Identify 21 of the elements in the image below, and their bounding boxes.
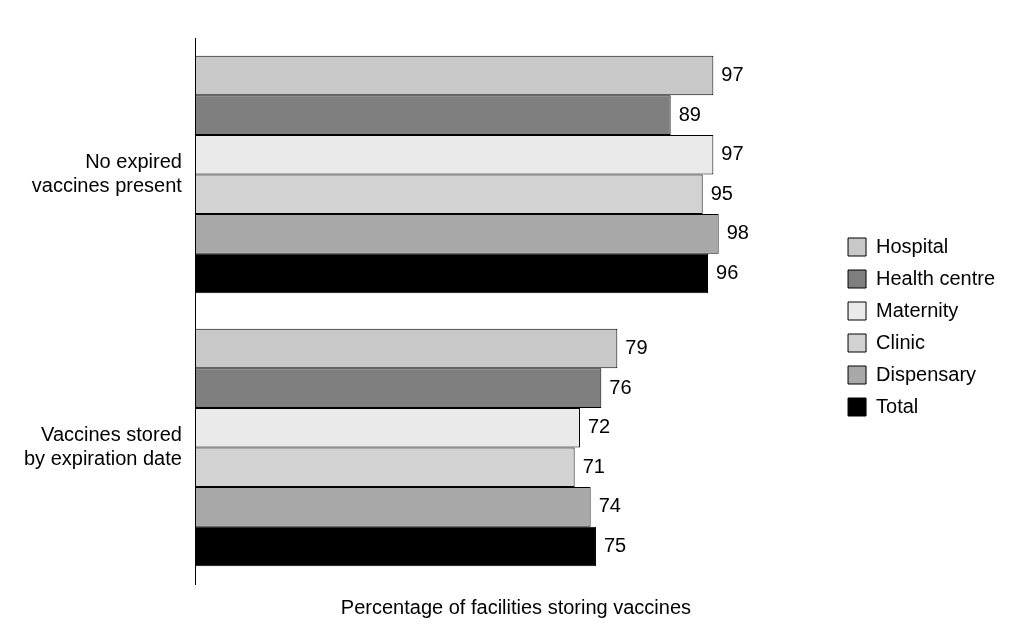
legend-label: Dispensary — [876, 362, 977, 385]
data-label: 98 — [726, 221, 749, 244]
data-label: 72 — [587, 415, 611, 438]
y-tick-label: No expired vaccines present — [31, 150, 183, 197]
data-label: 97 — [721, 63, 744, 86]
data-label: 71 — [582, 454, 605, 477]
legend-label: Hospital — [876, 234, 949, 257]
data-label: 74 — [598, 494, 621, 517]
data-label: 89 — [678, 102, 701, 125]
x-axis-title: Percentage of facilities storing vaccines — [340, 595, 692, 618]
data-label: 76 — [609, 375, 632, 398]
legend-label: Clinic — [876, 330, 925, 353]
data-label: 97 — [721, 142, 744, 165]
data-label: 79 — [625, 336, 648, 359]
data-label: 75 — [603, 533, 627, 556]
legend-label: Maternity — [876, 298, 959, 321]
y-tick-label: Vaccines stored by expiration date — [23, 423, 182, 470]
data-label: 96 — [716, 260, 739, 283]
data-label: 95 — [710, 181, 733, 204]
legend-label: Total — [876, 394, 919, 417]
legend-label: Health centre — [876, 266, 996, 289]
